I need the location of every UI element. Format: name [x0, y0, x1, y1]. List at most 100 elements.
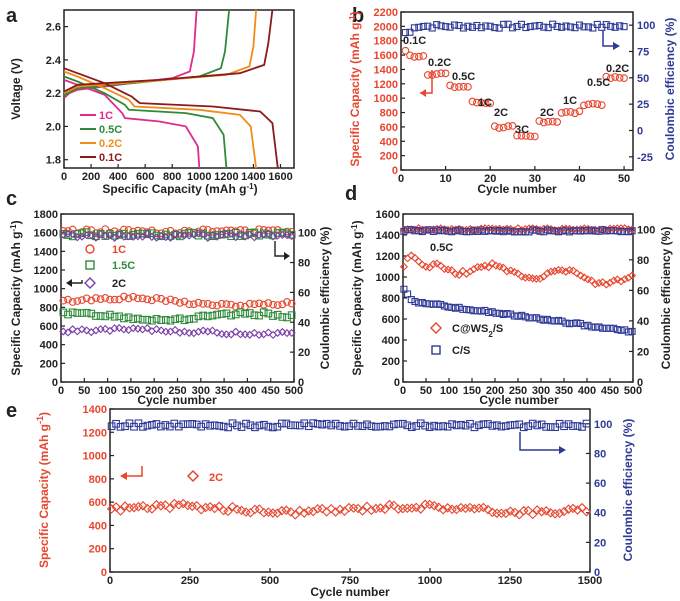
capacity-point — [429, 500, 439, 511]
capacity-point — [353, 503, 363, 514]
ce-point — [439, 422, 447, 430]
ce-point-2C — [161, 233, 170, 242]
y-tick-label: 2200 — [374, 7, 398, 19]
capacity-point-cws2s — [480, 261, 489, 270]
capacity-point — [272, 508, 283, 518]
y-tick-label: 600 — [380, 122, 398, 134]
ce-point — [443, 422, 452, 431]
ce-point — [531, 22, 539, 30]
ce-point — [459, 24, 468, 32]
x-tick-label: 400 — [578, 385, 596, 397]
panel-b-ticks: 0 10 20 30 40 5002004006008001000120014001600… — [374, 7, 656, 185]
capacity-point-cws2s — [594, 278, 604, 288]
capacity-point — [227, 501, 238, 512]
capacity-point — [236, 505, 247, 516]
ce-point-cs — [628, 227, 636, 235]
x-tick-label: 250 — [509, 385, 527, 397]
x-tick-label: 200 — [82, 171, 100, 183]
capacity-point — [423, 71, 432, 79]
capacity-point — [455, 83, 463, 91]
rate-label: 1C — [563, 95, 577, 107]
ce-point — [224, 423, 232, 432]
y2-tick-label: 60 — [637, 285, 649, 297]
y2-tick-label: 40 — [594, 508, 606, 520]
capacity-point-1.5C — [222, 309, 231, 318]
capacity-point — [501, 508, 511, 519]
capacity-point-cs — [507, 310, 515, 318]
x-tick-label: 0 — [400, 385, 406, 397]
ce-point — [461, 421, 470, 430]
capacity-point — [517, 131, 526, 140]
ce-point-cws2s — [451, 225, 460, 234]
x-tick-label: 200 — [486, 385, 504, 397]
ce-point — [242, 419, 250, 428]
capacity-point-1C — [269, 300, 277, 309]
capacity-point — [268, 508, 278, 518]
capacity-point-cs — [602, 324, 610, 332]
ce-point — [416, 419, 425, 428]
capacity-point-2C — [63, 328, 73, 337]
ce-point — [580, 23, 588, 31]
capacity-point-1C — [143, 295, 152, 304]
capacity-point — [478, 502, 489, 513]
ce-point — [331, 419, 340, 428]
capacity-point-1.5C — [59, 308, 68, 317]
x-tick-label: 150 — [122, 385, 140, 397]
capacity-point-1C — [189, 300, 198, 309]
ce-point — [367, 422, 376, 431]
curve-1C-discharge — [63, 79, 201, 169]
capacity-point-2C — [115, 323, 124, 333]
ce-point-cws2s — [539, 224, 548, 233]
ce-point — [546, 423, 555, 431]
panel-e-x-axis-label: Cycle number — [310, 585, 390, 599]
capacity-point — [571, 109, 579, 118]
ce-point — [564, 420, 573, 428]
capacity-point-cs — [404, 290, 412, 298]
ce-point — [407, 423, 416, 432]
ce-point-cws2s — [469, 226, 478, 235]
ce-point — [354, 422, 362, 430]
ce-point — [573, 422, 582, 430]
ce-point-cs — [470, 226, 478, 234]
capacity-point — [120, 501, 130, 511]
ce-point-cs — [514, 228, 522, 236]
capacity-point — [205, 501, 215, 512]
capacity-point — [393, 504, 404, 514]
capacity-point — [615, 73, 624, 82]
capacity-point — [441, 69, 450, 78]
capacity-point-cs — [558, 317, 566, 325]
legend-c-2c: 2C — [112, 278, 126, 290]
y-tick-label: 400 — [40, 340, 58, 352]
y-tick-label: 1400 — [83, 404, 107, 416]
capacity-point-cs — [466, 306, 474, 314]
capacity-point — [499, 123, 508, 132]
y2-tick-label: 40 — [637, 316, 649, 328]
y-tick-label: 1200 — [83, 427, 107, 439]
y-tick-label: 400 — [89, 520, 107, 532]
capacity-point-1.5C — [106, 310, 114, 319]
x-tick-label: 50 — [420, 385, 432, 397]
capacity-point-2C — [208, 326, 217, 335]
capacity-point-cs — [518, 311, 526, 319]
ce-point — [569, 422, 577, 430]
capacity-point-cs — [532, 314, 540, 322]
ce-point-cs — [510, 228, 518, 236]
capacity-point — [510, 507, 520, 518]
capacity-point — [286, 507, 296, 517]
ce-point — [291, 421, 300, 430]
x-tick-label: 0 — [107, 575, 113, 587]
y-tick-label: 1600 — [374, 50, 398, 62]
ce-point — [309, 419, 318, 427]
panel-c-left-arrowhead — [66, 279, 72, 287]
ce-point — [553, 22, 561, 30]
y-tick-label: 800 — [40, 302, 58, 314]
ce-point-2C — [171, 230, 180, 239]
x-tick-label: 1250 — [498, 575, 522, 587]
ce-point — [519, 423, 528, 432]
ce-point — [475, 421, 483, 430]
ce-point-cs — [543, 226, 551, 234]
capacity-point — [294, 505, 305, 516]
capacity-point — [483, 504, 493, 515]
ce-point — [157, 422, 165, 431]
